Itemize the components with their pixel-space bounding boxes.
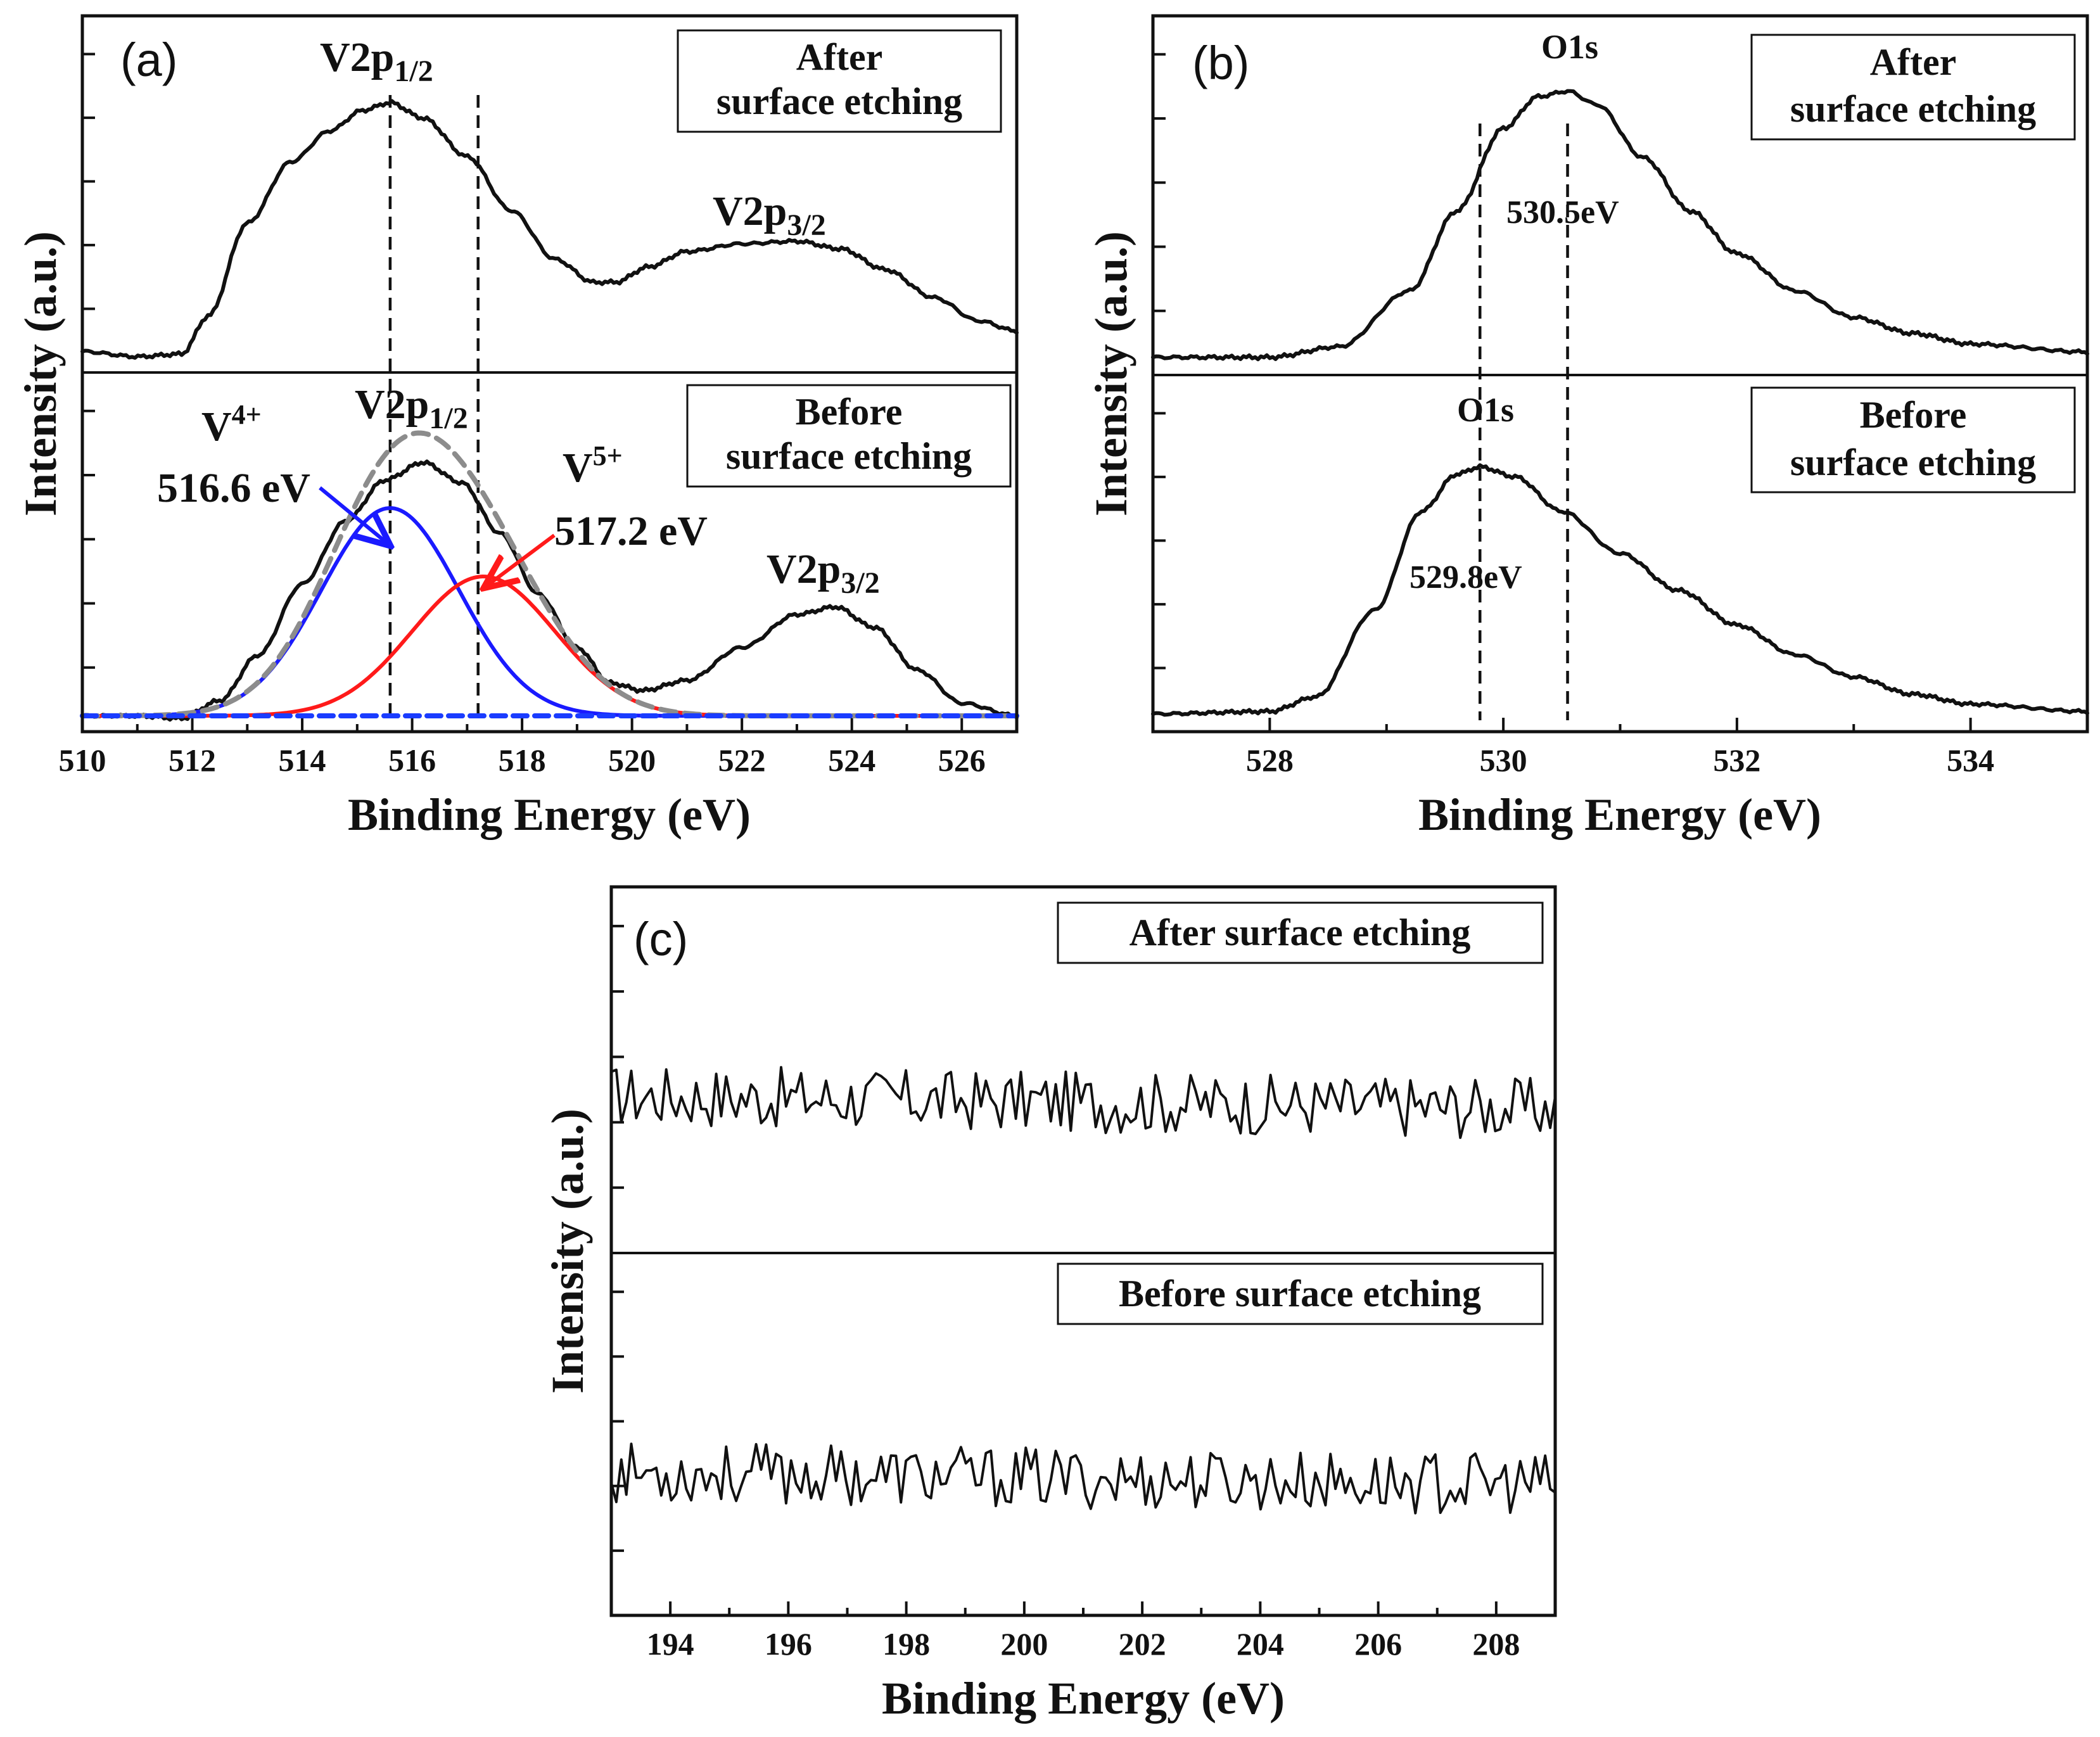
panel-b-bottom-series <box>1151 463 2089 717</box>
panel-c-frame <box>609 885 1557 1617</box>
panel-b-x-tick-label: 532 <box>1713 742 1760 778</box>
panel-b-series-after-surface-etching <box>1151 89 2089 362</box>
panel-b-dashed-lines <box>1479 124 1569 720</box>
panel-b-bottom-peak-label: O1s <box>1457 391 1514 429</box>
panel-a-x-tick-label: 518 <box>499 742 546 778</box>
panel-b-top-legend-line-2: surface etching <box>1790 88 2036 130</box>
panel-a-x-axis-title: Binding Energy (eV) <box>348 789 751 840</box>
panel-c-x-tick-label: 208 <box>1472 1626 1520 1662</box>
panel-a-top-legend-line-1: After <box>796 36 883 78</box>
panel-c-x-tick-label: 198 <box>882 1626 930 1662</box>
panel-a-top-legend-line-2: surface etching <box>716 80 962 122</box>
panel-a-top-peak-label-v2p12: V2p1/2 <box>320 34 433 88</box>
panel-b-y-axis-title: Intensity (a.u.) <box>1086 231 1136 516</box>
panel-a-bottom-legend-line-1: Before <box>796 391 903 433</box>
panel-b-top-peak-label: O1s <box>1541 28 1598 66</box>
panel-a-v5-arrow <box>487 533 556 586</box>
panel-a-y-axis-title: Intensity (a.u.) <box>15 231 66 516</box>
panel-c-x-tick-label: 200 <box>1000 1626 1048 1662</box>
panel-a-v4-energy: 516.6 eV <box>157 465 310 511</box>
panel-c-x-tick-label: 206 <box>1354 1626 1402 1662</box>
panel-c-bottom-legend-box <box>1057 1263 1544 1325</box>
panel-a-bottom-peak-label-v2p12: V2p1/2 <box>355 381 468 435</box>
panel-c-x-tick-label: 196 <box>765 1626 812 1662</box>
panel-a-x-tick-label: 514 <box>279 742 326 778</box>
panel-b-bottom-legend-box <box>1750 386 2076 493</box>
panel-a-v5-label: V5+ <box>563 440 623 491</box>
panel-a-x-tick-label: 524 <box>828 742 875 778</box>
panel-c-series-after-surface-etching <box>610 1066 1556 1139</box>
panel-c-x-axis-title: Binding Energy (eV) <box>882 1673 1285 1724</box>
panel-a-dashed-lines <box>388 95 480 720</box>
panel-a-top-peak-label-v2p32: V2p3/2 <box>713 188 826 242</box>
panel-c-x-tick-label: 204 <box>1237 1626 1284 1662</box>
panel-a-ticks: 510 512 514 516 518 520 522 524 526 <box>59 53 986 778</box>
panel-b-top-series <box>1151 89 2089 362</box>
panel-a-x-tick-label: 526 <box>938 742 986 778</box>
panel-a-v4-arrow <box>319 486 388 544</box>
panel-b-top-value-label: 530.5eV <box>1506 194 1619 231</box>
panel-a-bottom-peak-label-v2p32: V2p3/2 <box>767 546 880 600</box>
panel-b: 528 530 532 534 (b) After surface etching B… <box>1086 14 2089 840</box>
panel-a-label: (a) <box>120 34 177 86</box>
panel-b-series-before-surface-etching <box>1151 463 2089 717</box>
panel-a-bottom-legend-box <box>686 384 1012 488</box>
panel-c-series-before-surface-etching <box>610 1442 1556 1515</box>
panel-b-ticks: 528 530 532 534 <box>1153 53 1994 778</box>
panel-a-x-tick-label: 510 <box>59 742 106 778</box>
panel-c-bottom-series <box>610 1442 1556 1515</box>
panel-a-v4-label: V4+ <box>201 399 262 450</box>
panel-c-y-axis-title: Intensity (a.u.) <box>542 1109 593 1394</box>
panel-a-bottom-series <box>80 430 1019 722</box>
panel-b-top-legend-line-1: After <box>1870 41 1957 83</box>
panel-b-x-axis-title: Binding Energy (eV) <box>1418 789 1821 840</box>
panel-b-x-tick-label: 534 <box>1947 742 1994 778</box>
panel-a-top-legend-box <box>677 29 1002 133</box>
panel-a-v5-energy: 517.2 eV <box>554 508 708 554</box>
panel-b-label: (b) <box>1192 37 1249 89</box>
panel-b-bottom-value-label: 529.8eV <box>1410 559 1522 595</box>
panel-b-bottom-legend-line-1: Before <box>1860 394 1967 436</box>
panel-c-top-series <box>610 1066 1556 1139</box>
panel-a-x-tick-label: 520 <box>608 742 656 778</box>
panel-b-x-tick-label: 528 <box>1246 742 1294 778</box>
panel-a-x-tick-label: 512 <box>169 742 216 778</box>
panel-b-top-legend-box <box>1750 34 2076 141</box>
panel-b-bottom-legend-line-2: surface etching <box>1790 442 2036 483</box>
panel-b-x-tick-label: 530 <box>1480 742 1527 778</box>
panel-a-x-tick-label: 522 <box>718 742 766 778</box>
panel-c-x-tick-label: 194 <box>647 1626 694 1662</box>
panel-a-series-after-surface-etching <box>80 99 1019 360</box>
panel-c-top-legend-text: After surface etching <box>1130 912 1471 953</box>
panel-a: 510 512 514 516 518 520 522 524 526 (a) After su… <box>15 14 1019 840</box>
panel-c-top-legend-box <box>1057 901 1544 964</box>
panel-a-top-series <box>80 99 1019 360</box>
panel-c: 194 196 198 200 202 204 206 208 (c) After surfa… <box>542 885 1557 1724</box>
panel-a-bottom-legend-line-2: surface etching <box>726 435 972 477</box>
panel-c-label: (c) <box>633 913 688 965</box>
panel-a-series-measured <box>80 459 1019 722</box>
panel-c-bottom-legend-text: Before surface etching <box>1119 1273 1481 1314</box>
panel-c-ticks: 194 196 198 200 202 204 206 208 <box>611 924 1520 1662</box>
panel-a-x-tick-label: 516 <box>388 742 436 778</box>
panel-c-x-tick-label: 202 <box>1119 1626 1166 1662</box>
